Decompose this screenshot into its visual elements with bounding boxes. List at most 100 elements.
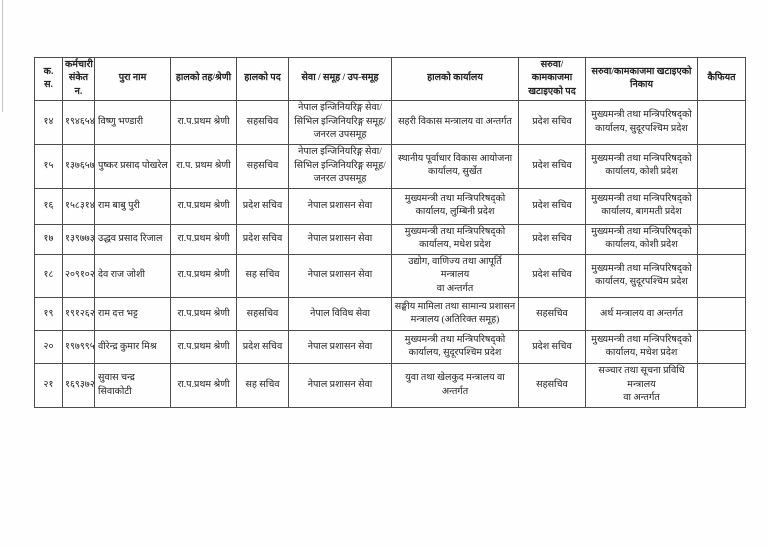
col-header-service-group: सेवा / समूह / उप-समूह	[288, 56, 392, 102]
cell-position: प्रदेश सचिव	[236, 330, 289, 365]
cell-new-office: मुख्यमन्त्री तथा मन्त्रिपरिषद्को कार्याल…	[585, 143, 698, 189]
cell-new-position: सहसचिव	[518, 363, 586, 408]
cell-name: विष्णु भण्डारी	[94, 100, 171, 145]
transfer-table-container: क. स. कर्मचारी संकेत न. पुरा नाम हालको त…	[34, 56, 746, 408]
col-header-remarks: कैफियत	[697, 56, 746, 102]
cell-service: नेपाल प्रशासन सेवा	[288, 187, 392, 225]
cell-new-position: प्रदेश सचिव	[518, 223, 586, 255]
col-header-current-office: हालको कार्यालय	[391, 56, 519, 102]
cell-code: २०९१०२	[62, 253, 95, 299]
col-header-full-name: पुरा नाम	[94, 56, 171, 102]
cell-service: नेपाल इन्जिनियरिङ्ग सेवा/ सिभिल इन्जिनिय…	[288, 100, 392, 145]
cell-office: युवा तथा खेलकुद मन्त्रालय वा अन्तर्गत	[391, 363, 519, 408]
cell-office: सङ्घीय मामिला तथा सामान्य प्रशासन मन्त्र…	[391, 297, 519, 332]
table-header: क. स. कर्मचारी संकेत न. पुरा नाम हालको त…	[34, 56, 746, 102]
cell-office: मुख्यमन्त्री तथा मन्त्रिपरिषद्को कार्याल…	[391, 330, 519, 365]
cell-name: वीरेन्द्र कुमार मिश्र	[94, 330, 171, 365]
cell-name: सुवास चन्द्र सिवाकोटी	[94, 363, 171, 408]
header-row: क. स. कर्मचारी संकेत न. पुरा नाम हालको त…	[34, 56, 746, 102]
cell-new-position: प्रदेश सचिव	[518, 253, 586, 299]
cell-code: १३७६५७	[62, 143, 95, 189]
cell-sn: १६	[34, 187, 63, 225]
cell-service: नेपाल प्रशासन सेवा	[288, 330, 392, 365]
cell-new-position: प्रदेश सचिव	[518, 330, 586, 365]
cell-level: रा.प.प्रथम श्रेणी	[170, 297, 237, 332]
cell-code: १९४६५४	[62, 100, 95, 145]
table-row: १८ २०९१०२ देव राज जोशी रा.प.प्रथम श्रेणी सह …	[34, 253, 746, 299]
cell-service: नेपाल विविध सेवा	[288, 297, 392, 332]
cell-sn: १९	[34, 297, 63, 332]
col-header-assigned-position: सरुवा/कामकाजमा खटाइएको पद	[518, 56, 586, 102]
cell-sn: १७	[34, 223, 63, 255]
cell-new-office: अर्थ मन्त्रालय वा अन्तर्गत	[585, 297, 698, 332]
cell-code: १६९३७२	[62, 363, 95, 408]
cell-new-office: सञ्चार तथा सूचना प्रविधि मन्त्रालय वा अन…	[585, 363, 698, 408]
table-row: २० १९७९९५ वीरेन्द्र कुमार मिश्र रा.प.प्रथम …	[34, 330, 746, 365]
cell-office: मुख्यमन्त्री तथा मन्त्रिपरिषद्को कार्याल…	[391, 223, 519, 255]
cell-office: उद्योग, वाणिज्य तथा आपूर्ति मन्त्रालय वा…	[391, 253, 519, 299]
cell-level: रा.प.प्रथम श्रेणी	[170, 187, 237, 225]
table-row: २१ १६९३७२ सुवास चन्द्र सिवाकोटी रा.प.प्रथम …	[34, 363, 746, 408]
col-header-assigned-agency: सरुवा/कामकाजमा खटाइएको निकाय	[585, 56, 698, 102]
cell-level: रा.प.प्रथम श्रेणी	[170, 363, 237, 408]
table-row: १७ १३९७७३ उद्धव प्रसाद रिजाल रा.प.प्रथम श्र…	[34, 223, 746, 255]
cell-code: १५८३१४	[62, 187, 95, 225]
cell-name: उद्धव प्रसाद रिजाल	[94, 223, 171, 255]
cell-service: नेपाल प्रशासन सेवा	[288, 363, 392, 408]
cell-sn: १४	[34, 100, 63, 145]
cell-position: सहसचिव	[236, 100, 289, 145]
cell-new-position: प्रदेश सचिव	[518, 143, 586, 189]
cell-code: १९७९९५	[62, 330, 95, 365]
cell-position: सहसचिव	[236, 297, 289, 332]
cell-position: प्रदेश सचिव	[236, 187, 289, 225]
cell-name: राम बाबु पुरी	[94, 187, 171, 225]
scan-edge-artifact	[2, 0, 3, 112]
table-row: १४ १९४६५४ विष्णु भण्डारी रा.प.प्रथम श्रेणी स…	[34, 100, 746, 145]
cell-new-office: मुख्यमन्त्री तथा मन्त्रिपरिषद्को कार्याल…	[585, 100, 698, 145]
cell-name: देव राज जोशी	[94, 253, 171, 299]
cell-sn: १८	[34, 253, 63, 299]
cell-name: पुष्कर प्रसाद पोखरेल	[94, 143, 171, 189]
cell-remarks	[697, 330, 746, 365]
cell-level: रा.प.प्रथम श्रेणी	[170, 223, 237, 255]
cell-office: स्थानीय पूर्वाधार विकास आयोजना कार्यालय,…	[391, 143, 519, 189]
cell-service: नेपाल इन्जिनियरिङ्ग सेवा/ सिभिल इन्जिनिय…	[288, 143, 392, 189]
cell-position: सहसचिव	[236, 143, 289, 189]
cell-new-position: प्रदेश सचिव	[518, 187, 586, 225]
cell-sn: १५	[34, 143, 63, 189]
cell-remarks	[697, 223, 746, 255]
cell-name: राम दत्त भट्ट	[94, 297, 171, 332]
cell-new-position: प्रदेश सचिव	[518, 100, 586, 145]
col-header-serial-number: क. स.	[34, 56, 63, 102]
col-header-current-position: हालको पद	[236, 56, 289, 102]
table-row: १५ १३७६५७ पुष्कर प्रसाद पोखरेल रा.प. प्रथम …	[34, 143, 746, 189]
cell-code: १३९७७३	[62, 223, 95, 255]
cell-remarks	[697, 187, 746, 225]
cell-new-office: मुख्यमन्त्री तथा मन्त्रिपरिषद्को कार्याल…	[585, 330, 698, 365]
cell-level: रा.प.प्रथम श्रेणी	[170, 330, 237, 365]
cell-service: नेपाल प्रशासन सेवा	[288, 223, 392, 255]
cell-position: सह सचिव	[236, 253, 289, 299]
cell-remarks	[697, 363, 746, 408]
cell-remarks	[697, 297, 746, 332]
cell-sn: २१	[34, 363, 63, 408]
cell-new-office: मुख्यमन्त्री तथा मन्त्रिपरिषद्को कार्याल…	[585, 223, 698, 255]
table-row: १६ १५८३१४ राम बाबु पुरी रा.प.प्रथम श्रेणी प्…	[34, 187, 746, 225]
cell-level: रा.प.प्रथम श्रेणी	[170, 100, 237, 145]
col-header-current-level: हालको तह/श्रेणी	[170, 56, 237, 102]
transfer-table: क. स. कर्मचारी संकेत न. पुरा नाम हालको त…	[34, 56, 746, 408]
table-body: १४ १९४६५४ विष्णु भण्डारी रा.प.प्रथम श्रेणी स…	[34, 100, 746, 408]
cell-level: रा.प. प्रथम श्रेणी	[170, 143, 237, 189]
cell-remarks	[697, 253, 746, 299]
cell-new-office: मुख्यमन्त्री तथा मन्त्रिपरिषद्को कार्याल…	[585, 253, 698, 299]
cell-office: सहरी विकास मन्त्रालय वा अन्तर्गत	[391, 100, 519, 145]
cell-sn: २०	[34, 330, 63, 365]
cell-position: प्रदेश सचिव	[236, 223, 289, 255]
cell-code: १९१२६२	[62, 297, 95, 332]
col-header-employee-code: कर्मचारी संकेत न.	[62, 56, 95, 102]
table-row: १९ १९१२६२ राम दत्त भट्ट रा.प.प्रथम श्रेणी सह…	[34, 297, 746, 332]
cell-remarks	[697, 100, 746, 145]
cell-new-position: सहसचिव	[518, 297, 586, 332]
cell-office: मुख्यमन्त्री तथा मन्त्रिपरिषद्को कार्याल…	[391, 187, 519, 225]
